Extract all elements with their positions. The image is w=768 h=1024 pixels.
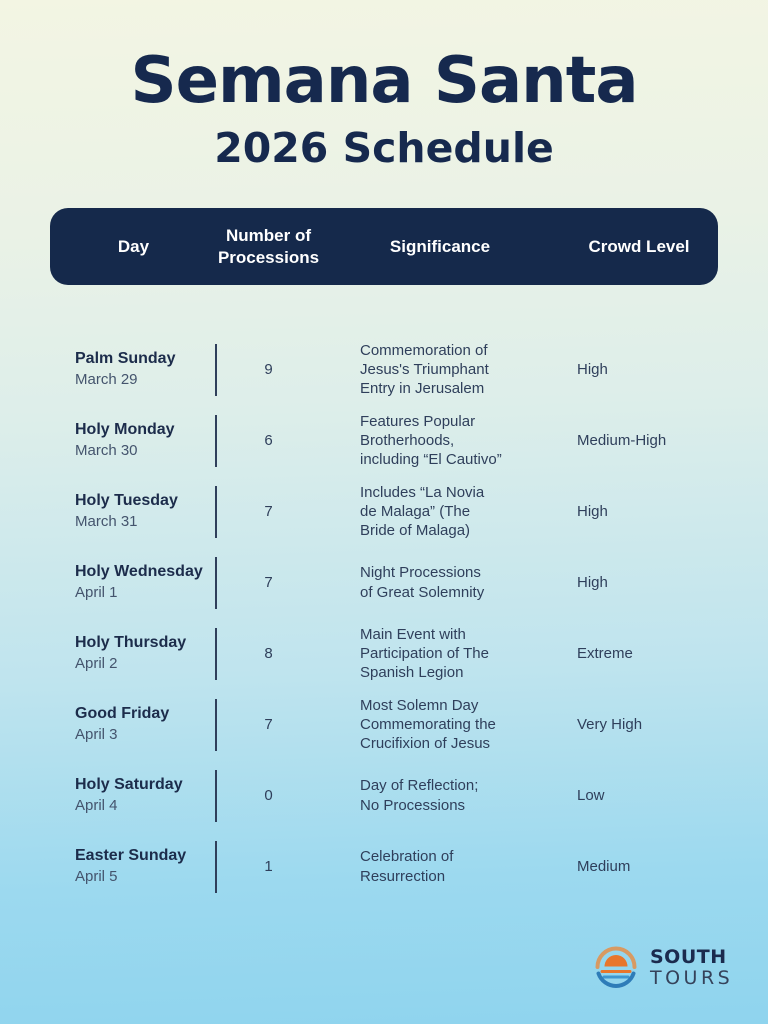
table-row: Holy Monday March 30 6 Features Popular … <box>50 405 718 476</box>
table-row: Holy Tuesday March 31 7 Includes “La Nov… <box>50 476 718 547</box>
table-row: Holy Saturday April 4 0 Day of Reflectio… <box>50 760 718 831</box>
day-name: Holy Thursday <box>75 634 187 652</box>
column-divider-line <box>215 343 217 396</box>
day-cell: Holy Monday March 30 <box>50 405 217 476</box>
processions-count: 8 <box>264 645 273 662</box>
significance-text: Commemoration of Jesus's Triumphant Entr… <box>360 341 489 398</box>
table-header-bar: Day Number of Processions Significance C… <box>50 208 718 285</box>
day-cell: Holy Tuesday March 31 <box>50 476 217 547</box>
significance-text: Features Popular Brotherhoods, including… <box>360 412 502 469</box>
day-date: March 29 <box>75 371 138 389</box>
crowd-level: Extreme <box>577 645 633 662</box>
day-cell: Palm Sunday March 29 <box>50 334 217 405</box>
crowd-level: Medium-High <box>577 432 667 449</box>
table-row: Holy Thursday April 2 8 Main Event with … <box>50 618 718 689</box>
crowd-level: High <box>577 361 608 378</box>
column-divider-line <box>215 627 217 680</box>
sun-over-sea-icon <box>595 946 637 988</box>
day-cell: Holy Thursday April 2 <box>50 618 217 689</box>
day-cell: Holy Wednesday April 1 <box>50 547 217 618</box>
day-name: Holy Monday <box>75 421 175 439</box>
processions-count: 7 <box>264 574 273 591</box>
significance-text: Day of Reflection; No Processions <box>360 777 479 814</box>
processions-count: 7 <box>264 503 273 520</box>
processions-count: 6 <box>264 432 273 449</box>
day-name: Holy Saturday <box>75 776 183 794</box>
table-row: Good Friday April 3 7 Most Solemn Day Co… <box>50 689 718 760</box>
column-header-day: Day <box>117 236 150 256</box>
column-divider-line <box>215 769 217 822</box>
processions-count: 7 <box>264 716 273 733</box>
day-date: April 2 <box>75 655 118 673</box>
day-date: April 5 <box>75 868 118 886</box>
processions-count: 1 <box>264 858 273 875</box>
day-date: April 3 <box>75 726 118 744</box>
crowd-level: Medium <box>577 858 631 875</box>
column-divider-line <box>215 414 217 467</box>
significance-text: Night Processions of Great Solemnity <box>360 564 485 601</box>
column-divider-line <box>215 698 217 751</box>
significance-text: Celebration of Resurrection <box>360 848 454 885</box>
brand-wordmark: SOUTH TOURS <box>650 947 733 989</box>
day-name: Palm Sunday <box>75 350 176 368</box>
day-name: Good Friday <box>75 705 170 723</box>
table-row: Palm Sunday March 29 9 Commemoration of … <box>50 334 718 405</box>
day-name: Holy Wednesday <box>75 563 203 581</box>
crowd-level: High <box>577 503 608 520</box>
day-cell: Good Friday April 3 <box>50 689 217 760</box>
crowd-level: Very High <box>577 716 643 733</box>
column-divider-line <box>215 556 217 609</box>
significance-text: Includes “La Novia de Malaga” (The Bride… <box>360 483 485 540</box>
brand-line-tours: TOURS <box>650 967 734 989</box>
day-cell: Easter Sunday April 5 <box>50 831 217 902</box>
brand-line-south: SOUTH <box>650 946 727 969</box>
day-name: Holy Tuesday <box>75 492 178 510</box>
processions-count: 0 <box>264 787 273 804</box>
column-header-significance: Significance <box>389 236 491 256</box>
day-cell: Holy Saturday April 4 <box>50 760 217 831</box>
processions-count: 9 <box>264 361 273 378</box>
table-row: Easter Sunday April 5 1 Celebration of R… <box>50 831 718 902</box>
column-header-crowd-level: Crowd Level <box>588 236 690 256</box>
page-title: Semana Santa <box>130 44 638 118</box>
column-divider-line <box>215 840 217 893</box>
day-date: March 30 <box>75 442 138 460</box>
page-subtitle: 2026 Schedule <box>214 124 554 172</box>
table-row: Holy Wednesday April 1 7 Night Processio… <box>50 547 718 618</box>
crowd-level: Low <box>577 787 605 804</box>
column-header-processions: Number of Processions <box>217 226 320 267</box>
day-date: March 31 <box>75 513 138 531</box>
south-tours-logo: SOUTH TOURS <box>592 944 733 992</box>
crowd-level: High <box>577 574 608 591</box>
table-body: Palm Sunday March 29 9 Commemoration of … <box>50 334 718 902</box>
column-divider-line <box>215 485 217 538</box>
significance-text: Main Event with Participation of The Spa… <box>360 625 489 682</box>
day-date: April 4 <box>75 797 118 815</box>
significance-text: Most Solemn Day Commemorating the Crucif… <box>360 696 496 753</box>
day-date: April 1 <box>75 584 118 602</box>
day-name: Easter Sunday <box>75 847 187 865</box>
